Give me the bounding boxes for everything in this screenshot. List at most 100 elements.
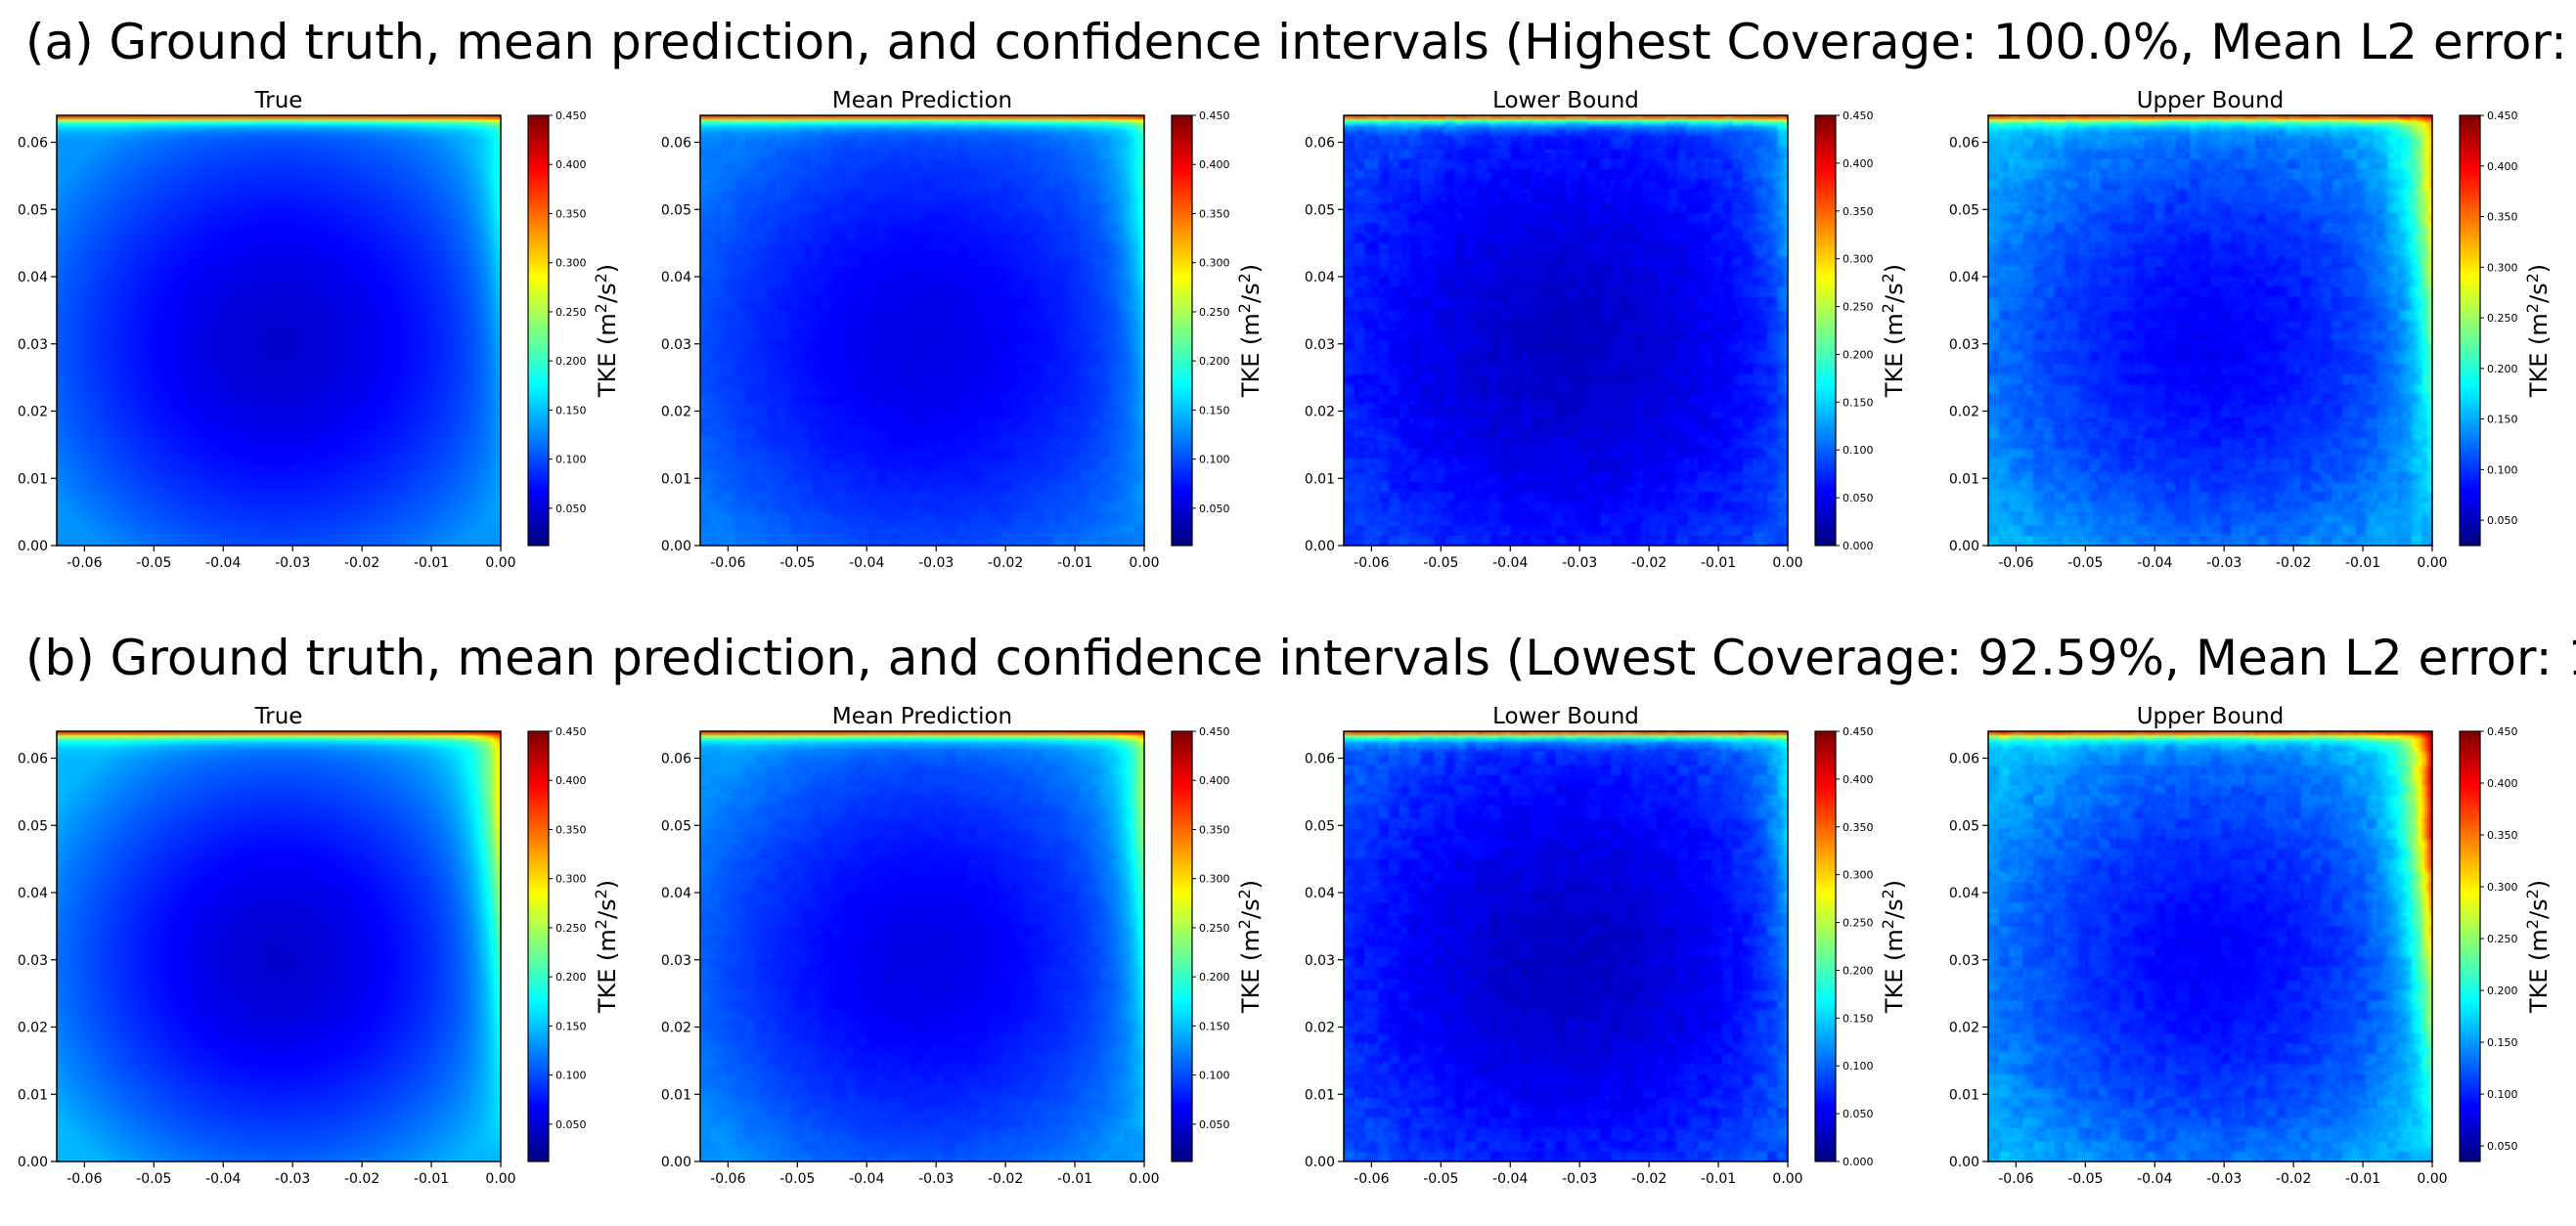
panel-title: Mean Prediction bbox=[832, 88, 1012, 113]
colorbar-label-text: TKE (m bbox=[594, 929, 621, 1014]
x-tick-label: -0.03 bbox=[918, 1171, 954, 1187]
y-tick-label: 0.05 bbox=[18, 202, 48, 218]
row-title-b: (b) Ground truth, mean prediction, and c… bbox=[25, 630, 2576, 686]
x-tick-label: -0.06 bbox=[67, 555, 102, 571]
y-tick-label: 0.04 bbox=[1949, 886, 1979, 901]
colorbar-label-text: /s bbox=[1237, 898, 1265, 919]
colorbar-tick-label: 0.200 bbox=[555, 355, 587, 368]
x-tick-label: 0.00 bbox=[1772, 1171, 1802, 1187]
x-tick-label: -0.04 bbox=[1492, 555, 1528, 571]
colorbar-tick-label: 0.100 bbox=[2487, 1088, 2518, 1101]
colorbar-label-sup: 2 bbox=[1879, 273, 1897, 283]
x-tick-label: -0.04 bbox=[849, 555, 884, 571]
y-tick-label: 0.06 bbox=[1305, 136, 1335, 152]
x-tick-label: -0.01 bbox=[1057, 1171, 1092, 1187]
colorbar-gradient bbox=[1172, 115, 1192, 546]
x-tick-label: -0.03 bbox=[1562, 555, 1597, 571]
colorbar-label-text: ) bbox=[2525, 880, 2553, 889]
colorbar-label-text: ) bbox=[1881, 880, 1908, 889]
colorbar-tick-label: 0.300 bbox=[555, 257, 587, 270]
y-tick-label: 0.05 bbox=[661, 202, 691, 218]
colorbar-label-text: /s bbox=[1237, 283, 1265, 303]
axes-frame bbox=[699, 114, 1145, 547]
y-tick-label: 0.02 bbox=[1305, 405, 1335, 420]
heatmap-image bbox=[700, 115, 1144, 546]
colorbar-tick-label: 0.050 bbox=[2487, 514, 2518, 527]
colorbar-tick-label: 0.200 bbox=[2487, 985, 2518, 997]
colorbar-frame bbox=[527, 114, 550, 547]
colorbar-tick-label: 0.400 bbox=[1843, 157, 1874, 170]
colorbar-label: TKE (m2/s2) bbox=[2523, 264, 2553, 398]
colorbar-label-text: TKE (m bbox=[2525, 313, 2553, 398]
x-tick-label: -0.02 bbox=[1631, 1171, 1666, 1187]
colorbar-label: TKE (m2/s2) bbox=[592, 264, 621, 398]
y-tick-label: 0.02 bbox=[18, 1021, 48, 1036]
colorbar-label-text: /s bbox=[1881, 283, 1908, 303]
colorbar-label-text: TKE (m bbox=[1237, 929, 1265, 1014]
y-tick-label: 0.06 bbox=[18, 752, 48, 767]
y-tick-label: 0.04 bbox=[18, 886, 48, 901]
colorbar-gradient bbox=[2460, 731, 2480, 1161]
colorbar-tick-label: 0.450 bbox=[1199, 725, 1230, 738]
colorbar-label-sup: 2 bbox=[1879, 303, 1897, 313]
colorbar-tick-label: 0.250 bbox=[555, 922, 587, 935]
x-tick-label: -0.01 bbox=[1057, 555, 1092, 571]
y-tick-label: 0.03 bbox=[661, 337, 691, 353]
colorbar-label-sup: 2 bbox=[1235, 919, 1254, 929]
panel-title: Upper Bound bbox=[2137, 88, 2285, 113]
colorbar-tick-label: 0.300 bbox=[1843, 253, 1874, 266]
y-tick-label: 0.06 bbox=[661, 136, 691, 152]
colorbar-tick-label: 0.250 bbox=[1843, 917, 1874, 930]
colorbar-tick-label: 0.050 bbox=[1843, 492, 1874, 504]
colorbar-tick-label: 0.350 bbox=[555, 823, 587, 836]
y-tick-label: 0.06 bbox=[1305, 752, 1335, 767]
x-tick-label: -0.01 bbox=[414, 1171, 449, 1187]
colorbar-tick-label: 0.050 bbox=[1199, 1118, 1230, 1131]
y-tick-label: 0.05 bbox=[1305, 202, 1335, 218]
y-tick-label: 0.02 bbox=[18, 405, 48, 420]
colorbar-tick-label: 0.250 bbox=[1199, 306, 1230, 319]
x-tick-label: -0.01 bbox=[2345, 1171, 2380, 1187]
panel-a-1: True -0.06 -0.05 -0.04 -0.03 -0.02 -0.01 0.00 0.… bbox=[18, 88, 621, 571]
colorbar-label: TKE (m2/s2) bbox=[592, 880, 621, 1014]
colorbar-label-text: /s bbox=[2525, 898, 2553, 919]
y-tick-label: 0.04 bbox=[1305, 270, 1335, 285]
x-tick-label: -0.04 bbox=[205, 555, 241, 571]
x-tick-label: -0.03 bbox=[918, 555, 954, 571]
x-tick-label: -0.01 bbox=[2345, 555, 2380, 571]
y-tick-label: 0.06 bbox=[1949, 136, 1979, 152]
panel-b-3: Lower Bound -0.06 -0.05 -0.04 -0.03 -0.02 -0.0… bbox=[1305, 704, 1908, 1187]
panel-b-4: Upper Bound -0.06 -0.05 -0.04 -0.03 -0.02 -0.0… bbox=[1949, 704, 2553, 1187]
colorbar-tick-label: 0.350 bbox=[2487, 829, 2518, 842]
panel-a-4: Upper Bound -0.06 -0.05 -0.04 -0.03 -0.02 -0.0… bbox=[1949, 88, 2553, 571]
colorbar-label-sup: 2 bbox=[592, 273, 610, 283]
y-tick-label: 0.01 bbox=[1305, 471, 1335, 487]
colorbar-tick-label: 0.200 bbox=[1843, 348, 1874, 361]
colorbar-tick-label: 0.200 bbox=[2487, 363, 2518, 375]
y-tick-label: 0.01 bbox=[1949, 471, 1979, 487]
x-tick-label: -0.02 bbox=[2276, 555, 2311, 571]
y-tick-label: 0.03 bbox=[1949, 337, 1979, 353]
colorbar-tick-label: 0.450 bbox=[1843, 725, 1874, 738]
colorbar-frame bbox=[2459, 114, 2481, 547]
y-tick-label: 0.03 bbox=[1305, 337, 1335, 353]
colorbar-tick-label: 0.100 bbox=[1199, 454, 1230, 466]
colorbar-label-sup: 2 bbox=[592, 303, 610, 313]
colorbar-tick-label: 0.100 bbox=[2487, 463, 2518, 476]
heatmap-image bbox=[1988, 731, 2432, 1161]
y-tick-label: 0.00 bbox=[1949, 1155, 1979, 1170]
panel-a-3: Lower Bound -0.06 -0.05 -0.04 -0.03 -0.02 -0.0… bbox=[1305, 88, 1908, 571]
colorbar-gradient bbox=[528, 115, 549, 546]
colorbar-tick-label: 0.100 bbox=[555, 1070, 587, 1082]
x-tick-label: -0.01 bbox=[414, 555, 449, 571]
y-tick-label: 0.01 bbox=[1949, 1087, 1979, 1103]
y-tick-label: 0.02 bbox=[1949, 1021, 1979, 1036]
colorbar-label-text: /s bbox=[1881, 898, 1908, 919]
x-tick-label: 0.00 bbox=[2417, 1171, 2447, 1187]
colorbar-tick-label: 0.050 bbox=[555, 1118, 587, 1131]
colorbar-label-text: ) bbox=[594, 880, 621, 889]
x-tick-label: -0.06 bbox=[1354, 1171, 1389, 1187]
x-tick-label: -0.06 bbox=[710, 555, 745, 571]
colorbar-tick-label: 0.400 bbox=[2487, 777, 2518, 790]
colorbar-frame bbox=[527, 730, 550, 1162]
